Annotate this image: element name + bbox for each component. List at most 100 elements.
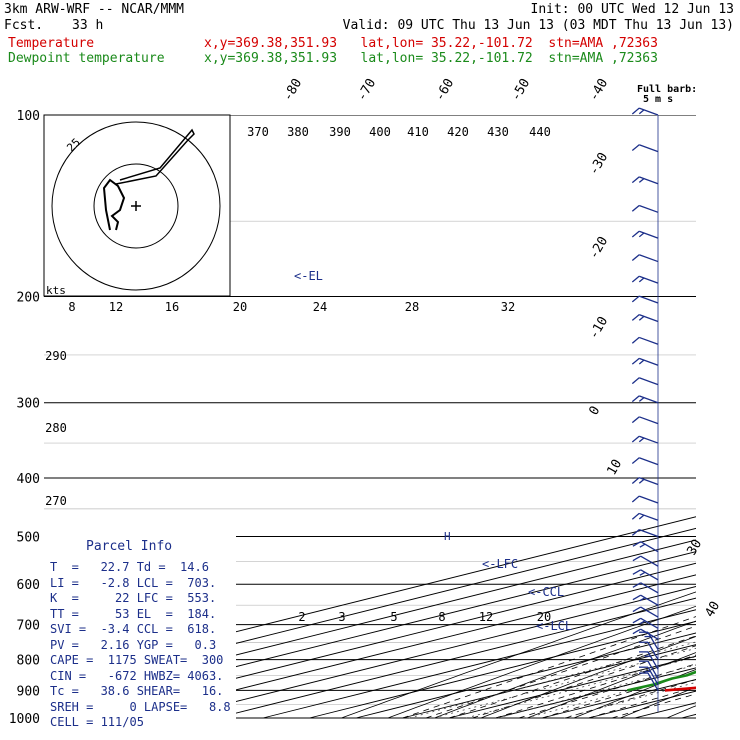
wind-barb: [647, 651, 659, 670]
wind-barb-flag: [639, 571, 646, 576]
wind-barb-flag: [631, 457, 640, 465]
mixing-ratio-label: 8: [68, 300, 75, 314]
mixing-ratio-label: 3: [338, 610, 345, 624]
parcel-info-panel: Parcel Info T = 22.7 Td = 14.6 LI = -2.8 …: [44, 536, 236, 729]
wind-barb: [638, 477, 659, 486]
wind-barb-flag: [638, 359, 645, 365]
wind-barb: [638, 314, 659, 323]
wind-barb-flag: [638, 397, 645, 402]
wind-barb: [638, 395, 659, 404]
wind-barb-flag: [631, 204, 640, 212]
wind-barb: [638, 377, 659, 386]
isotherm-label: -40: [586, 76, 611, 104]
hodograph-trace: [102, 178, 126, 231]
parcel-info-row: SREH = 0 LAPSE= 8.8: [50, 699, 231, 714]
wind-barb: [647, 631, 659, 650]
mixing-ratio-label: 32: [501, 300, 515, 314]
wind-barb: [638, 357, 659, 366]
wind-barbs: [631, 107, 659, 712]
wind-barb-flag: [631, 512, 640, 520]
wind-barb-flag: [639, 543, 646, 548]
temperature-legend: Temperature: [8, 36, 95, 51]
model-title: 3km ARW-WRF -- NCAR/MMM: [4, 2, 185, 17]
full-barb-label: Full barb:: [637, 84, 698, 95]
isotherm-line: [123, 574, 696, 719]
wind-barb-flag: [631, 357, 640, 365]
wind-barb: [638, 416, 659, 425]
theta-label: 410: [407, 125, 429, 139]
isotherm-line: [216, 597, 696, 719]
parcel-info-row: K = 22 LFC = 553.: [50, 591, 217, 605]
wind-barb-flag: [639, 620, 646, 625]
mixing-ratio-line: [408, 641, 696, 719]
hodograph-kts-label: kts: [46, 284, 66, 297]
pressure-tick-label: 700: [17, 619, 40, 634]
isotherm-line: [76, 562, 696, 719]
hodograph-ring-inner: [93, 163, 179, 249]
parcel-info-row: T = 22.7 Td = 14.6: [50, 560, 209, 574]
wind-barb: [640, 555, 659, 567]
mixing-ratio-label: 24: [313, 300, 327, 314]
forecast-value: 33 h: [72, 18, 104, 33]
isotherm-line: [44, 539, 696, 704]
wind-barb-flag: [631, 336, 640, 344]
wind-barb-flag: [632, 555, 642, 562]
wind-barb-flag: [631, 395, 640, 403]
wind-barb-flag: [631, 254, 640, 261]
wind-barb: [647, 641, 659, 660]
hodograph-trace-upper: [115, 128, 195, 185]
pressure-tick-label: 400: [17, 472, 40, 487]
wind-barb: [638, 336, 659, 345]
wind-barb-flag: [638, 277, 645, 283]
wind-barb-flag: [632, 617, 642, 624]
wind-barb-flag: [631, 529, 640, 536]
wind-barb: [638, 457, 659, 466]
wind-barb-flag: [638, 178, 645, 183]
mixing-ratio-label: 8: [438, 610, 445, 624]
wind-barb-flag: [631, 176, 640, 184]
dry-adiabat: [387, 605, 696, 719]
dry-adiabat: [434, 620, 696, 719]
wind-barb-flag: [631, 314, 640, 321]
theta-label: 420: [447, 125, 469, 139]
parcel-info-title: Parcel Info: [86, 539, 173, 554]
wind-barb: [640, 541, 659, 553]
wind-barb: [640, 617, 659, 629]
theta-label: 440: [529, 125, 551, 139]
wind-barb-flag: [638, 514, 645, 520]
isotherm-line: [169, 586, 696, 719]
moist-adiabat: [472, 645, 696, 719]
lcl-label: <-LCL: [536, 619, 572, 633]
isotherm-label: 40: [702, 599, 723, 620]
h-label: H: [444, 530, 451, 543]
wind-barb-flag: [638, 232, 645, 238]
theta-label: 400: [369, 125, 391, 139]
theta-label: 370: [247, 125, 269, 139]
lfc-label: <-LFC: [482, 557, 518, 571]
moist-adiabat: [565, 679, 696, 719]
parcel-info-row: SVI = -3.4 CCL = 618.: [50, 622, 217, 636]
full-barb-value: 5 m s: [643, 94, 674, 105]
wind-barb-flag: [638, 437, 645, 443]
wind-barb: [640, 606, 659, 618]
theta-label: 280: [45, 421, 67, 435]
wind-barb: [638, 230, 659, 239]
isotherm-label: -70: [354, 76, 379, 104]
isotherm-line: [44, 516, 696, 681]
dewpoint-location: x,y=369.38,351.93 lat,lon= 35.22,-101.72…: [204, 51, 658, 66]
wind-barb: [638, 435, 659, 444]
moist-adiabat: [495, 654, 696, 719]
wind-barb: [638, 204, 659, 213]
mixing-ratio-label: 16: [165, 300, 179, 314]
wind-barb-flag: [639, 597, 646, 602]
mixing-ratio-label: 28: [405, 300, 419, 314]
dry-adiabat: [341, 591, 696, 719]
wind-barb: [638, 176, 659, 185]
wind-barb-flag: [632, 606, 642, 613]
pressure-tick-label: 800: [17, 654, 40, 669]
isotherm-label: -80: [280, 76, 305, 104]
wind-barb: [647, 666, 659, 685]
mixing-ratio-label: 20: [233, 300, 247, 314]
parcel-info-row: CELL = 111/05: [50, 715, 144, 729]
wind-barb-flag: [631, 495, 640, 503]
